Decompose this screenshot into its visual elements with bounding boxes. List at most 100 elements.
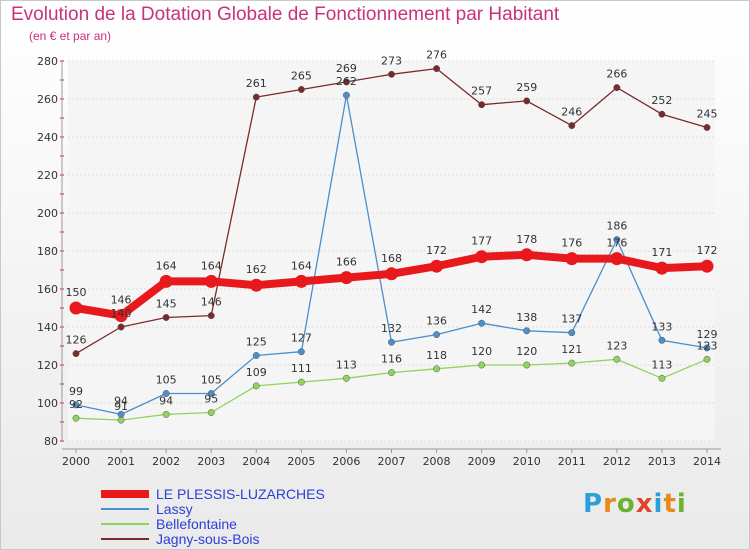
series-lines xyxy=(69,65,714,424)
data-label-lassy: 138 xyxy=(516,311,537,324)
point-lassy xyxy=(162,390,170,397)
x-tick-label: 2013 xyxy=(648,455,676,468)
chart-title: Evolution de la Dotation Globale de Fonc… xyxy=(11,4,560,25)
data-label-bellefontaine: 92 xyxy=(69,398,83,411)
data-label-le-plessis-luzarches: 177 xyxy=(471,235,492,248)
point-bellefontaine xyxy=(568,359,576,367)
x-tick-label: 2000 xyxy=(62,455,90,468)
point-le-plessis-luzarches xyxy=(565,252,579,266)
y-tick-label: 160 xyxy=(37,283,58,296)
point-bellefontaine xyxy=(523,361,531,369)
point-le-plessis-luzarches xyxy=(294,274,308,288)
point-jagny-sous-bois xyxy=(568,122,576,130)
data-label-lassy: 125 xyxy=(246,336,267,349)
data-label-jagny-sous-bois: 266 xyxy=(606,68,627,81)
point-le-plessis-luzarches xyxy=(700,259,714,273)
point-le-plessis-luzarches xyxy=(249,278,263,292)
point-le-plessis-luzarches xyxy=(475,250,489,264)
data-label-bellefontaine: 94 xyxy=(159,394,173,407)
data-label-lassy: 133 xyxy=(651,320,672,333)
data-label-le-plessis-luzarches: 146 xyxy=(111,294,132,307)
data-label-jagny-sous-bois: 276 xyxy=(426,49,447,62)
data-label-lassy: 132 xyxy=(381,322,402,335)
point-jagny-sous-bois xyxy=(207,312,215,320)
point-bellefontaine xyxy=(658,374,666,382)
point-jagny-sous-bois xyxy=(658,110,666,118)
legend: LE PLESSIS-LUZARCHESLassyBellefontaineJa… xyxy=(101,486,325,547)
data-label-le-plessis-luzarches: 168 xyxy=(381,252,402,265)
y-tick-label: 120 xyxy=(37,359,58,372)
y-tick-label: 200 xyxy=(37,207,58,220)
data-label-le-plessis-luzarches: 150 xyxy=(66,286,87,299)
point-le-plessis-luzarches xyxy=(520,248,534,262)
point-lassy xyxy=(523,327,531,335)
point-bellefontaine xyxy=(117,416,125,424)
plot-area xyxy=(68,61,715,441)
grid xyxy=(68,60,715,442)
data-label-bellefontaine: 109 xyxy=(246,366,267,379)
data-label-le-plessis-luzarches: 164 xyxy=(291,259,312,272)
data-label-bellefontaine: 120 xyxy=(471,345,492,358)
point-lassy xyxy=(207,390,215,397)
point-le-plessis-luzarches xyxy=(430,259,444,273)
point-jagny-sous-bois xyxy=(388,70,395,78)
x-tick-label: 2010 xyxy=(513,455,541,468)
legend-label-lassy: Lassy xyxy=(156,501,193,517)
point-bellefontaine xyxy=(613,355,621,363)
point-bellefontaine xyxy=(207,409,215,416)
x-tick-label: 2012 xyxy=(603,455,631,468)
x-tick-label: 2005 xyxy=(287,455,315,468)
y-tick-label: 100 xyxy=(37,397,58,410)
data-label-bellefontaine: 113 xyxy=(651,358,672,371)
point-jagny-sous-bois xyxy=(703,124,711,131)
data-label-lassy: 127 xyxy=(291,332,312,345)
y-tick-label: 180 xyxy=(37,245,58,258)
point-bellefontaine xyxy=(388,369,395,377)
x-tick-label: 2006 xyxy=(332,455,360,468)
data-label-le-plessis-luzarches: 172 xyxy=(697,244,718,257)
point-jagny-sous-bois xyxy=(162,314,170,321)
data-label-bellefontaine: 111 xyxy=(291,362,312,375)
point-le-plessis-luzarches xyxy=(204,274,218,288)
data-label-bellefontaine: 116 xyxy=(381,353,402,366)
point-bellefontaine xyxy=(703,355,711,363)
point-jagny-sous-bois xyxy=(117,323,125,331)
y-tick-label: 80 xyxy=(44,435,58,448)
data-label-jagny-sous-bois: 257 xyxy=(471,85,492,98)
proxiti-logo: Proxiti xyxy=(583,489,687,519)
point-lassy xyxy=(342,91,350,99)
point-le-plessis-luzarches xyxy=(339,271,353,285)
data-label-le-plessis-luzarches: 178 xyxy=(516,233,537,246)
point-le-plessis-luzarches xyxy=(385,267,398,281)
data-label-le-plessis-luzarches: 176 xyxy=(606,237,627,250)
data-label-jagny-sous-bois: 145 xyxy=(156,298,177,311)
data-label-jagny-sous-bois: 252 xyxy=(651,94,672,107)
data-label-jagny-sous-bois: 140 xyxy=(111,307,132,320)
point-jagny-sous-bois xyxy=(342,78,350,86)
data-label-jagny-sous-bois: 259 xyxy=(516,81,537,94)
data-label-le-plessis-luzarches: 171 xyxy=(651,246,672,259)
x-tick-label: 2002 xyxy=(152,455,180,468)
x-tick-label: 2008 xyxy=(423,455,451,468)
point-le-plessis-luzarches xyxy=(69,301,83,315)
data-label-le-plessis-luzarches: 162 xyxy=(246,263,267,276)
point-lassy xyxy=(72,401,80,409)
point-lassy xyxy=(117,410,125,418)
data-label-le-plessis-luzarches: 164 xyxy=(201,259,222,272)
point-lassy xyxy=(433,331,441,339)
data-label-le-plessis-luzarches: 176 xyxy=(561,237,582,250)
point-lassy xyxy=(388,338,395,346)
point-le-plessis-luzarches xyxy=(655,261,669,275)
point-lassy xyxy=(252,352,260,359)
data-label-jagny-sous-bois: 265 xyxy=(291,70,312,83)
point-lassy xyxy=(568,329,576,337)
data-label-lassy: 129 xyxy=(697,328,718,341)
data-label-lassy: 99 xyxy=(69,385,83,398)
point-bellefontaine xyxy=(72,414,80,422)
data-label-lassy: 136 xyxy=(426,315,447,328)
point-jagny-sous-bois xyxy=(72,350,80,358)
data-label-jagny-sous-bois: 146 xyxy=(201,296,222,309)
data-label-jagny-sous-bois: 269 xyxy=(336,62,357,75)
